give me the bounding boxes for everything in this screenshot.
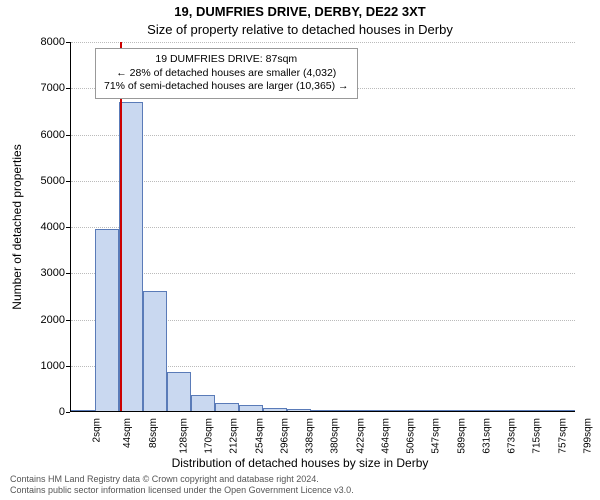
histogram-bar: [407, 410, 431, 411]
histogram-bar: [335, 410, 359, 411]
chart-container: 19, DUMFRIES DRIVE, DERBY, DE22 3XT Size…: [0, 0, 600, 500]
x-tick-label: 673sqm: [507, 418, 518, 454]
x-tick-label: 506sqm: [406, 418, 417, 454]
x-tick-label: 338sqm: [305, 418, 316, 454]
y-tick-mark: [66, 412, 70, 413]
attribution-line2: Contains public sector information licen…: [10, 485, 354, 496]
y-tick-label: 7000: [25, 82, 65, 94]
histogram-bar: [215, 403, 239, 411]
x-tick-label: 422sqm: [355, 418, 366, 454]
x-tick-label: 296sqm: [279, 418, 290, 454]
histogram-bar: [359, 410, 383, 411]
x-tick-label: 757sqm: [557, 418, 568, 454]
x-tick-label: 2sqm: [91, 418, 102, 442]
annotation-line2: ← 28% of detached houses are smaller (4,…: [104, 67, 349, 81]
histogram-bar: [527, 410, 551, 411]
x-tick-label: 128sqm: [178, 418, 189, 454]
histogram-bar: [263, 408, 287, 411]
histogram-bar: [551, 410, 575, 411]
annotation-line1: 19 DUMFRIES DRIVE: 87sqm: [104, 53, 349, 67]
y-tick-label: 8000: [25, 36, 65, 48]
y-axis-label: Number of detached properties: [10, 144, 24, 309]
histogram-bar: [431, 410, 455, 411]
histogram-bar: [119, 102, 143, 411]
histogram-bar: [71, 410, 95, 411]
x-tick-label: 212sqm: [229, 418, 240, 454]
histogram-bar: [191, 395, 215, 411]
y-tick-label: 6000: [25, 129, 65, 141]
x-tick-label: 44sqm: [122, 418, 133, 448]
histogram-bar: [239, 405, 263, 411]
histogram-bar: [479, 410, 503, 411]
histogram-bar: [167, 372, 191, 411]
histogram-bar: [383, 410, 407, 411]
x-tick-label: 715sqm: [532, 418, 543, 454]
annotation-line3: 71% of semi-detached houses are larger (…: [104, 80, 349, 94]
y-tick-label: 1000: [25, 360, 65, 372]
x-tick-label: 547sqm: [431, 418, 442, 454]
histogram-bar: [311, 410, 335, 411]
x-axis-label: Distribution of detached houses by size …: [0, 456, 600, 470]
x-tick-label: 254sqm: [254, 418, 265, 454]
x-tick-label: 631sqm: [481, 418, 492, 454]
y-tick-label: 5000: [25, 175, 65, 187]
y-tick-label: 3000: [25, 267, 65, 279]
histogram-bar: [287, 409, 311, 411]
y-tick-label: 2000: [25, 314, 65, 326]
y-tick-label: 0: [25, 406, 65, 418]
x-tick-label: 380sqm: [330, 418, 341, 454]
attribution: Contains HM Land Registry data © Crown c…: [10, 474, 354, 496]
x-tick-label: 799sqm: [582, 418, 593, 454]
histogram-bar: [95, 229, 119, 411]
x-tick-label: 170sqm: [204, 418, 215, 454]
y-tick-label: 4000: [25, 221, 65, 233]
chart-title-main: 19, DUMFRIES DRIVE, DERBY, DE22 3XT: [0, 4, 600, 19]
annotation-box: 19 DUMFRIES DRIVE: 87sqm ← 28% of detach…: [95, 48, 358, 99]
histogram-bar: [143, 291, 167, 411]
histogram-bar: [455, 410, 479, 411]
histogram-bar: [503, 410, 527, 411]
attribution-line1: Contains HM Land Registry data © Crown c…: [10, 474, 354, 485]
chart-title-sub: Size of property relative to detached ho…: [0, 22, 600, 37]
x-tick-label: 464sqm: [380, 418, 391, 454]
x-tick-label: 589sqm: [456, 418, 467, 454]
x-tick-label: 86sqm: [148, 418, 159, 448]
